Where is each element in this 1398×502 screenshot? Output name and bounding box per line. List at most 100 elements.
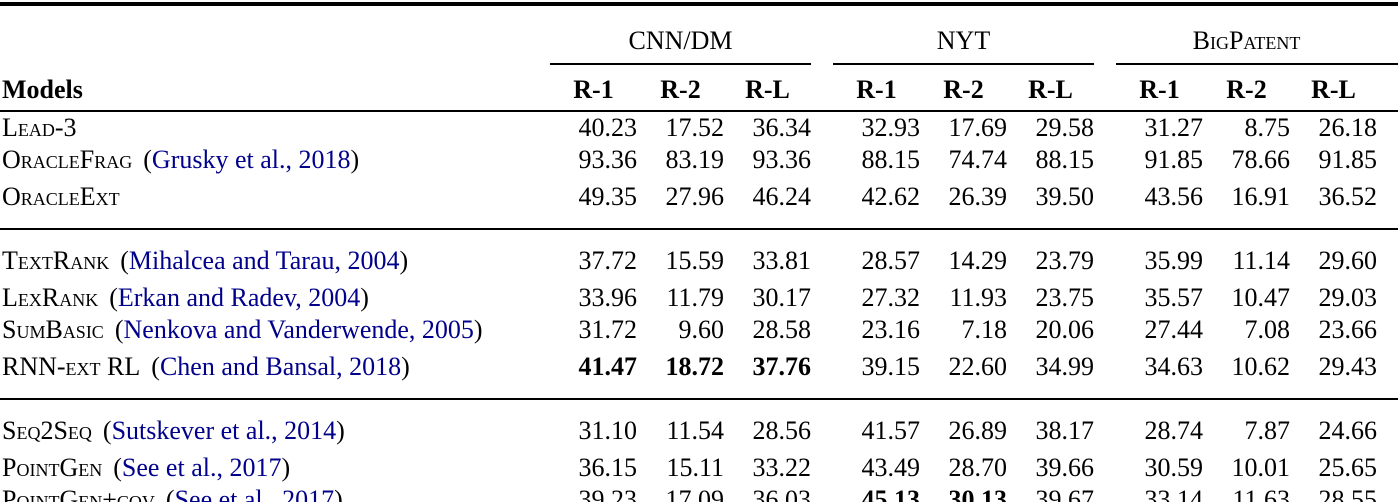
metric-value: 23.75 — [1035, 283, 1095, 312]
column-gap — [1094, 282, 1116, 314]
metric-header-r1: R-1 — [1139, 75, 1180, 104]
metric-value: 43.56 — [1144, 182, 1204, 211]
table-row: Seq2Seq (Sutskever et al., 2014) 31.10 11.5… — [0, 399, 1398, 452]
table-row: Lead-3 40.23 17.52 36.34 32.93 17.69 29.58 31.2… — [0, 111, 1398, 144]
group-header-bigpatent: BigPatent — [1116, 4, 1398, 65]
metric-value: 27.44 — [1144, 315, 1204, 344]
metric-value: 33.14 — [1144, 485, 1204, 502]
model-name: OracleFrag — [2, 145, 133, 174]
paren-open: ( — [109, 283, 118, 312]
model-name: Lead-3 — [2, 113, 77, 142]
citation-link[interactable]: Chen and Bansal, 2018 — [159, 352, 402, 381]
citation-link[interactable]: Nenkova and Vanderwende, 2005 — [123, 315, 474, 344]
model-cell: SumBasic (Nenkova and Vanderwende, 2005) — [0, 314, 550, 346]
column-gap — [1094, 314, 1116, 346]
model-name: OracleExt — [2, 182, 120, 211]
metric-value: 35.99 — [1144, 246, 1204, 275]
paren-close: ) — [399, 246, 409, 275]
metric-value: 31.27 — [1144, 113, 1204, 142]
column-gap — [811, 399, 833, 452]
column-gap — [1094, 229, 1116, 282]
paren-close: ) — [350, 145, 360, 174]
group-gap — [811, 64, 833, 111]
metric-value: 39.15 — [861, 352, 921, 381]
column-gap — [1094, 346, 1116, 399]
metric-value: 14.29 — [948, 246, 1008, 275]
metric-value: 78.66 — [1231, 145, 1291, 174]
citation: (Nenkova and Vanderwende, 2005) — [115, 315, 483, 344]
metric-value: 34.63 — [1144, 352, 1204, 381]
column-gap — [811, 144, 833, 176]
metric-value: 26.39 — [948, 182, 1008, 211]
metric-value: 36.34 — [752, 113, 812, 142]
metric-value: 46.24 — [752, 182, 812, 211]
metric-value: 91.85 — [1144, 145, 1204, 174]
paren-open: ( — [165, 485, 175, 502]
model-name: PointGen — [2, 453, 103, 482]
model-name: TextRank — [2, 246, 110, 275]
metric-header-r1: R-1 — [856, 75, 897, 104]
metric-value: 38.17 — [1035, 416, 1095, 445]
citation-link[interactable]: Grusky et al., 2018 — [151, 145, 351, 174]
paren-close: ) — [334, 485, 343, 502]
metric-value: 31.72 — [578, 315, 638, 344]
citation: (Chen and Bansal, 2018) — [151, 352, 410, 381]
metric-value: 29.43 — [1318, 352, 1378, 381]
metric-value: 29.60 — [1318, 246, 1378, 275]
metric-value: 37.72 — [578, 246, 638, 275]
metric-value: 8.75 — [1244, 113, 1291, 142]
citation-link[interactable]: See et al., 2017 — [121, 453, 282, 482]
table-row: SumBasic (Nenkova and Vanderwende, 2005) 3… — [0, 314, 1398, 346]
metric-value: 18.72 — [665, 352, 725, 381]
metric-value: 10.47 — [1231, 283, 1291, 312]
citation-link[interactable]: Erkan and Radev, 2004 — [117, 283, 361, 312]
metric-value: 26.89 — [948, 416, 1008, 445]
metric-value: 11.54 — [666, 416, 724, 445]
model-cell: Lead-3 — [0, 111, 550, 144]
model-cell: RNN-ext RL (Chen and Bansal, 2018) — [0, 346, 550, 399]
metric-value: 28.58 — [752, 315, 812, 344]
model-cell: PointGen+cov (See et al., 2017) — [0, 484, 550, 502]
column-gap — [811, 282, 833, 314]
citation: (Grusky et al., 2018) — [143, 145, 359, 174]
metric-value: 35.57 — [1144, 283, 1204, 312]
table-section-1: Lead-3 40.23 17.52 36.34 32.93 17.69 29.58 31.2… — [0, 111, 1398, 229]
metric-value: 27.96 — [665, 182, 725, 211]
metric-value: 93.36 — [752, 145, 812, 174]
metric-value: 24.66 — [1318, 416, 1378, 445]
metric-value: 9.60 — [678, 315, 725, 344]
column-gap — [1094, 452, 1116, 484]
metric-value: 15.11 — [666, 453, 724, 482]
metric-value: 11.93 — [949, 283, 1007, 312]
column-gap — [811, 346, 833, 399]
citation: (Erkan and Radev, 2004) — [109, 283, 369, 312]
metric-value: 40.23 — [578, 113, 638, 142]
model-cell: TextRank (Mihalcea and Tarau, 2004) — [0, 229, 550, 282]
model-name: PointGen+cov — [2, 485, 155, 502]
metric-value: 25.65 — [1318, 453, 1378, 482]
metric-value: 11.63 — [1232, 485, 1290, 502]
citation-link[interactable]: Sutskever et al., 2014 — [111, 416, 337, 445]
table-row: PointGen+cov (See et al., 2017) 39.23 17.09… — [0, 484, 1398, 502]
citation-link[interactable]: See et al., 2017 — [174, 485, 335, 502]
models-column-header: Models — [2, 75, 83, 104]
group-gap — [1094, 4, 1116, 64]
dataset-group-row: CNN/DM NYT BigPatent — [0, 4, 1398, 65]
metric-value: 11.14 — [1232, 246, 1290, 275]
metric-value: 7.08 — [1244, 315, 1291, 344]
citation-link[interactable]: Mihalcea and Tarau, 2004 — [128, 246, 400, 275]
metric-value: 23.66 — [1318, 315, 1378, 344]
metric-value: 20.06 — [1035, 315, 1095, 344]
paren-close: ) — [473, 315, 483, 344]
table-row: TextRank (Mihalcea and Tarau, 2004) 37.72 1… — [0, 229, 1398, 282]
paren-open: ( — [151, 352, 160, 381]
metric-value: 41.47 — [578, 352, 638, 381]
paren-open: ( — [102, 416, 112, 445]
metric-value: 28.70 — [948, 453, 1008, 482]
table-row: LexRank (Erkan and Radev, 2004) 33.96 11.79… — [0, 282, 1398, 314]
metric-value: 43.49 — [861, 453, 921, 482]
model-name: RNN-ext RL — [2, 352, 141, 381]
metric-value: 39.23 — [578, 485, 638, 502]
table-header: CNN/DM NYT BigPatent Models R-1 R-2 R-L … — [0, 4, 1398, 111]
table-row: RNN-ext RL (Chen and Bansal, 2018) 41.47 18… — [0, 346, 1398, 399]
